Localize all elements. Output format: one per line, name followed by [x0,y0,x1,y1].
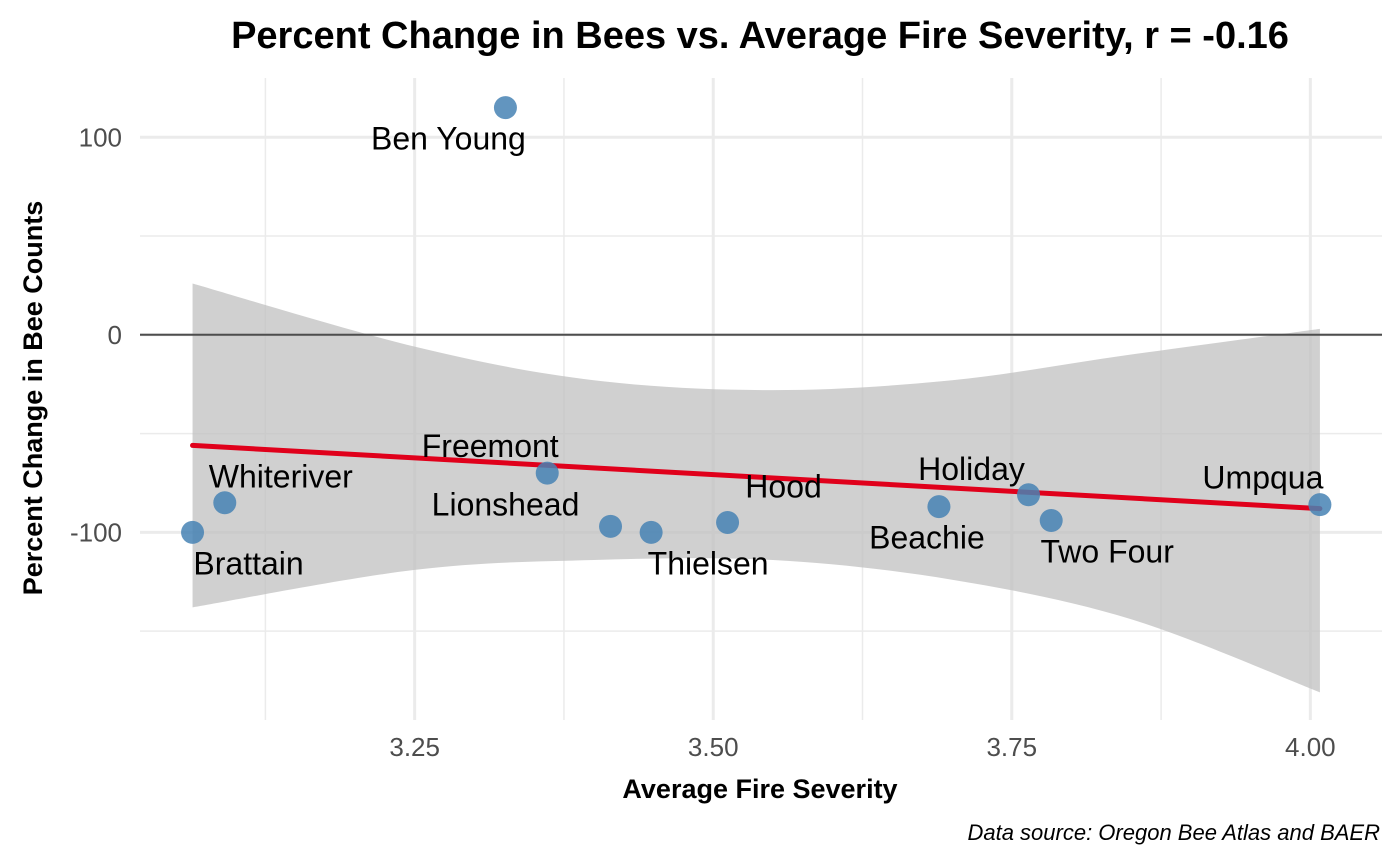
point-label: Umpqua [1202,460,1323,496]
point-label: Beachie [869,520,985,556]
data-point [1039,508,1063,532]
data-point [716,510,740,534]
y-tick-label: 0 [108,320,122,350]
point-label: Ben Young [371,121,526,157]
x-tick-label: 3.25 [389,732,440,762]
x-tick-label: 3.75 [986,732,1037,762]
point-label: Hood [745,468,822,504]
data-point [639,520,663,544]
data-point [599,514,623,538]
point-label: Whiteriver [209,459,353,495]
x-tick-label: 4.00 [1285,732,1336,762]
x-axis-title: Average Fire Severity [622,774,897,804]
data-point [1017,483,1041,507]
y-axis-title: Percent Change in Bee Counts [18,201,48,596]
x-tick-label: 3.50 [688,732,739,762]
data-point [535,461,559,485]
point-label: Lionshead [432,486,580,522]
point-label: Freemont [422,428,559,464]
confidence-band [192,283,1320,693]
point-label: Brattain [193,545,303,581]
point-label: Thielsen [648,545,769,581]
regression-line [190,442,1323,512]
data-point [927,495,951,519]
y-tick-label: 100 [79,122,122,152]
data-point [213,491,237,515]
plot-area: 3.25 3.50 3.75 4.00 -100 0 100 Ben Young Brattai… [70,78,1382,762]
point-label: Two Four [1041,533,1175,569]
data-point [181,520,205,544]
y-tick-label: -100 [70,517,122,547]
chart-title: Percent Change in Bees vs. Average Fire … [231,15,1289,57]
point-label: Holiday [918,451,1025,487]
data-point [1308,493,1332,517]
data-source-caption: Data source: Oregon Bee Atlas and BAER [967,820,1380,845]
data-point [493,96,517,120]
